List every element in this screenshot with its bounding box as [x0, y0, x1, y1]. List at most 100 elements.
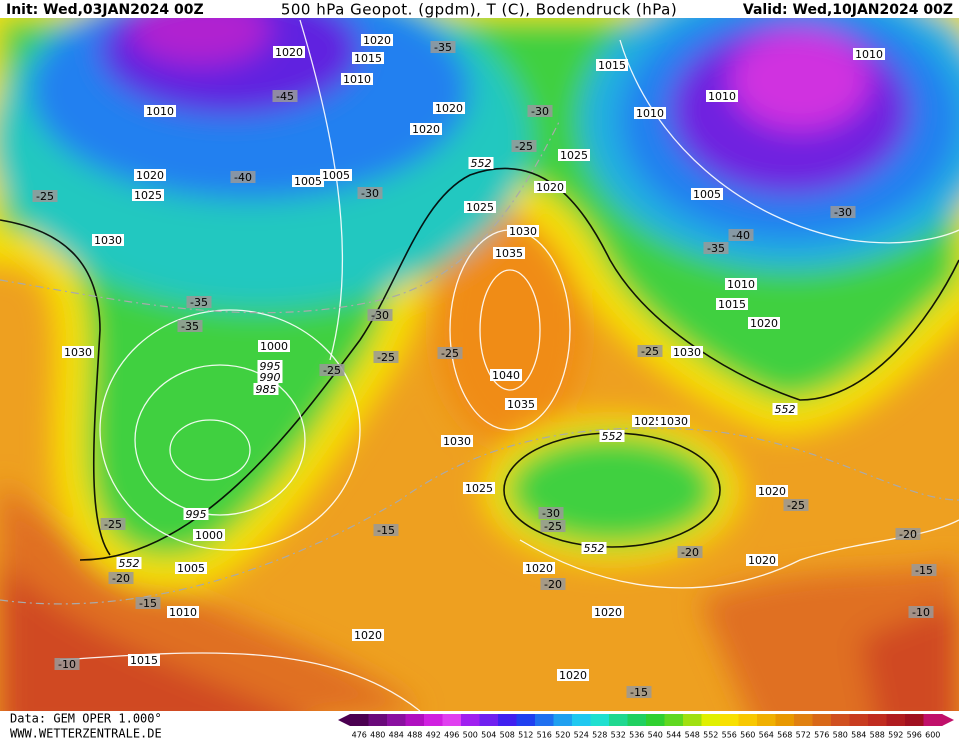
colorbar-label: 476	[352, 731, 367, 740]
colorbar-label: 528	[592, 731, 607, 740]
contour-label: -25	[441, 347, 459, 360]
contour-label: -25	[641, 345, 659, 358]
colorbar: 476 480 484 488 492 496 500 504 508 512 516 520 524 5…	[338, 714, 954, 740]
contour-label: 1025	[560, 149, 588, 162]
colorbar-label: 568	[777, 731, 792, 740]
colorbar-cell	[831, 714, 850, 726]
colorbar-cell	[442, 714, 462, 726]
label-box	[144, 105, 176, 117]
label-box	[523, 562, 555, 574]
contour-label: -20	[544, 578, 562, 591]
contour-label: 552	[471, 157, 492, 170]
contour-label: -30	[371, 309, 389, 322]
label-box	[134, 169, 166, 181]
contour-label: 1000	[195, 529, 223, 542]
colorbar-label: 492	[426, 731, 441, 740]
contour-label: 1030	[94, 234, 122, 247]
contour-label: 985	[256, 383, 277, 396]
colorbar-cell	[905, 714, 924, 726]
label-box	[783, 499, 809, 511]
contour-label: 552	[119, 557, 140, 570]
label-box	[507, 225, 539, 237]
label-box	[100, 518, 126, 530]
colorbar-cell	[461, 714, 480, 726]
colorbar-label: 564	[759, 731, 774, 740]
label-box	[437, 347, 463, 359]
contour-label: 1020	[354, 629, 382, 642]
label-box	[540, 520, 566, 532]
contour-label: 1005	[294, 175, 322, 188]
contour-label: 1020	[750, 317, 778, 330]
colorbar-cell	[627, 714, 647, 726]
contour-label: 1010	[855, 48, 883, 61]
contour-label: -15	[139, 597, 157, 610]
label-box	[319, 364, 345, 376]
contour-label: 1020	[748, 554, 776, 567]
contour-label: -15	[915, 564, 933, 577]
label-box	[677, 546, 703, 558]
label-box	[626, 686, 652, 698]
map-title: 500 hPa Geopot. (gpdm), T (C), Bodendruc…	[281, 1, 677, 19]
label-box	[357, 187, 383, 199]
contour-label: -35	[434, 41, 452, 54]
label-box	[253, 383, 279, 395]
label-box	[175, 562, 207, 574]
colorbar-label: 508	[500, 731, 515, 740]
contour-label: -15	[630, 686, 648, 699]
label-box	[540, 578, 566, 590]
contour-label: -45	[276, 90, 294, 103]
contour-label: -25	[323, 364, 341, 377]
contour-label: 1030	[64, 346, 92, 359]
label-box	[410, 123, 442, 135]
label-box	[599, 430, 625, 442]
contour-label: 1020	[275, 46, 303, 59]
label-box	[257, 360, 283, 372]
label-box	[54, 658, 80, 670]
label-box	[177, 320, 203, 332]
label-box	[637, 345, 663, 357]
colorbar-cell	[646, 714, 665, 726]
colorbar-label: 596	[907, 731, 922, 740]
contour-label: 1020	[435, 102, 463, 115]
colorbar-arrow	[338, 714, 350, 726]
label-box	[911, 564, 937, 576]
colorbar-label: 592	[888, 731, 903, 740]
contour-label: 1015	[598, 59, 626, 72]
label-box	[257, 371, 283, 383]
label-box	[373, 524, 399, 536]
label-box	[772, 403, 798, 415]
contour-label: 1030	[660, 415, 688, 428]
colorbar-label: 480	[370, 731, 385, 740]
contour-label: 1015	[718, 298, 746, 311]
label-box	[320, 169, 352, 181]
colorbar-label: 484	[389, 731, 404, 740]
label-box	[490, 369, 522, 381]
colorbar-cell	[553, 714, 573, 726]
label-box	[186, 296, 212, 308]
contour-label: 1015	[354, 52, 382, 65]
contour-label: -15	[377, 524, 395, 537]
contour-label: -30	[542, 507, 560, 520]
label-box	[92, 234, 124, 246]
contour-label: -30	[361, 187, 379, 200]
contour-label: 1030	[443, 435, 471, 448]
valid-time: Valid: Wed,10JAN2024 00Z	[743, 2, 953, 18]
label-box	[272, 90, 298, 102]
contour-label: -40	[732, 229, 750, 242]
label-box	[62, 346, 94, 358]
colorbar-cell	[720, 714, 739, 726]
label-box	[691, 188, 723, 200]
colorbar-label: 532	[611, 731, 626, 740]
colorbar-label: 584	[851, 731, 866, 740]
label-box	[746, 554, 778, 566]
label-box	[558, 149, 590, 161]
label-box	[725, 278, 757, 290]
label-box	[430, 41, 456, 53]
contour-label: 1035	[495, 247, 523, 260]
colorbar-cell	[738, 714, 758, 726]
contour-label: -30	[834, 206, 852, 219]
colorbar-cell	[387, 714, 406, 726]
label-box	[756, 485, 788, 497]
label-box	[193, 529, 225, 541]
